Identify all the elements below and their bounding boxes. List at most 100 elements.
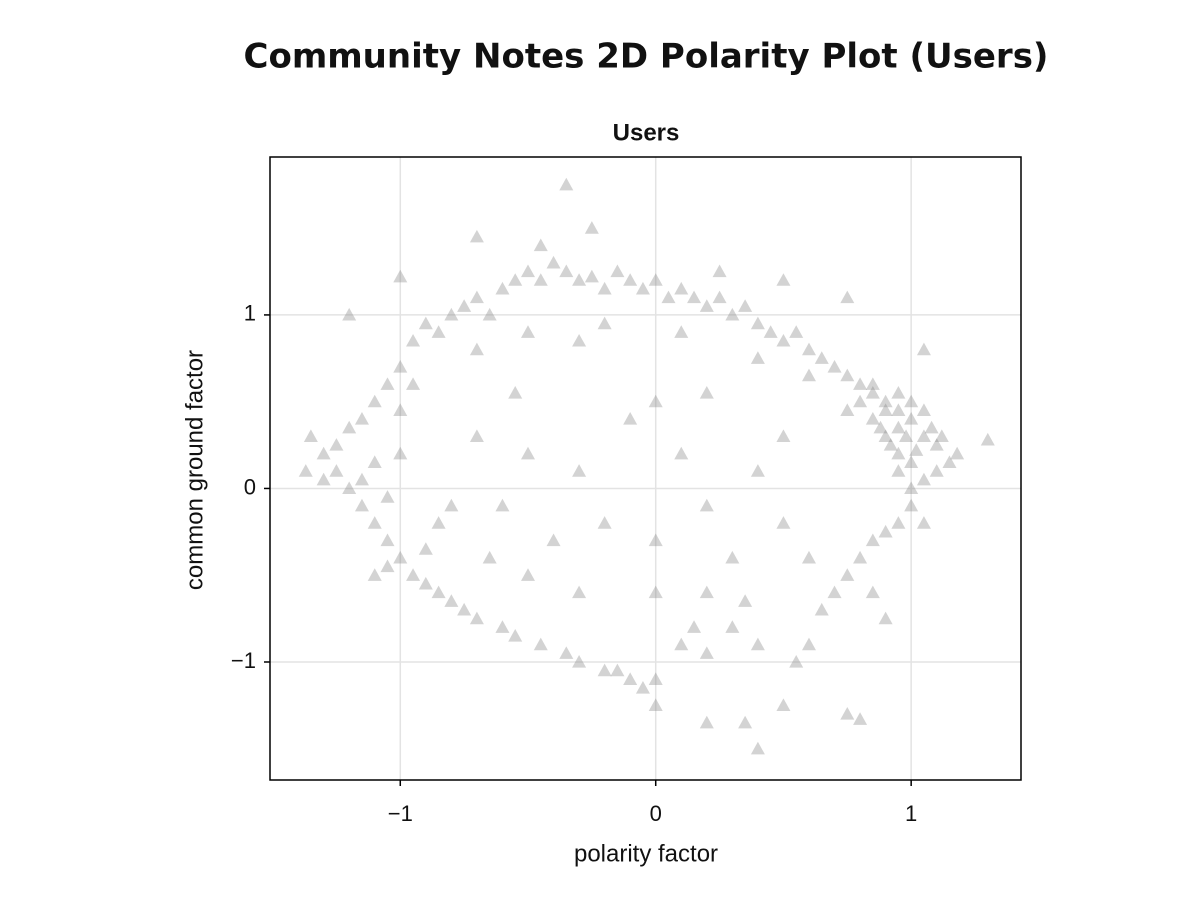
point: [380, 559, 395, 573]
point: [929, 464, 944, 477]
point: [873, 420, 888, 434]
point: [725, 307, 740, 321]
point: [572, 333, 587, 347]
point: [763, 325, 778, 338]
point: [699, 585, 714, 599]
point: [469, 229, 484, 243]
point: [801, 368, 816, 382]
point: [393, 550, 408, 564]
y-axis-label: common ground factor: [181, 350, 208, 590]
point: [916, 342, 931, 356]
point: [840, 368, 855, 382]
point: [712, 264, 727, 278]
point: [934, 429, 949, 442]
point: [776, 273, 791, 286]
point: [482, 550, 497, 564]
point: [750, 464, 765, 477]
point: [520, 446, 535, 460]
point: [789, 325, 804, 338]
point: [942, 455, 957, 469]
point: [559, 177, 574, 191]
point: [916, 403, 931, 416]
point: [840, 403, 855, 416]
point: [699, 299, 714, 312]
point: [738, 715, 753, 729]
point: [431, 585, 446, 599]
point: [750, 741, 765, 755]
point: [916, 472, 931, 486]
x-tick-label: 0: [650, 801, 662, 826]
point: [508, 386, 523, 399]
point: [623, 672, 638, 685]
point: [418, 542, 433, 555]
point: [354, 412, 369, 425]
point: [776, 698, 791, 711]
point: [909, 443, 924, 456]
point: [725, 620, 740, 633]
point: [878, 403, 893, 416]
y-tick-label: 0: [244, 474, 256, 499]
point: [904, 394, 919, 408]
point: [393, 403, 408, 416]
point: [801, 550, 816, 564]
point: [648, 533, 663, 547]
point: [610, 663, 625, 677]
point: [342, 307, 357, 321]
point: [904, 412, 919, 425]
point: [298, 464, 313, 477]
point: [674, 281, 689, 295]
point: [623, 273, 638, 286]
point: [865, 377, 880, 390]
point: [329, 464, 344, 477]
point: [367, 516, 382, 529]
point: [878, 394, 893, 408]
point: [316, 446, 331, 460]
point: [865, 412, 880, 425]
point: [533, 238, 548, 252]
point: [648, 394, 663, 408]
point: [929, 438, 944, 451]
point: [648, 273, 663, 286]
point: [533, 637, 548, 651]
ticks: −1 0 1 −1 0 1: [231, 301, 917, 826]
point: [904, 455, 919, 469]
point: [635, 281, 650, 295]
point: [699, 715, 714, 729]
point: [674, 325, 689, 338]
chart-title: Community Notes 2D Polarity Plot (Users): [244, 37, 1049, 77]
point: [814, 602, 829, 616]
point: [776, 429, 791, 442]
point: [546, 533, 561, 547]
point: [853, 377, 868, 390]
point: [520, 568, 535, 581]
point: [572, 464, 587, 477]
point: [865, 533, 880, 547]
point: [559, 264, 574, 278]
y-tick-label: −1: [231, 648, 256, 673]
point: [329, 438, 344, 451]
point: [891, 403, 906, 416]
point: [827, 359, 842, 373]
point: [950, 446, 965, 460]
point: [891, 446, 906, 460]
point: [584, 221, 599, 234]
point: [444, 498, 459, 512]
point: [661, 290, 676, 304]
point: [674, 446, 689, 460]
point: [840, 568, 855, 581]
point: [891, 516, 906, 529]
point: [980, 432, 995, 446]
point: [431, 516, 446, 529]
point: [878, 429, 893, 442]
x-axis-label: polarity factor: [574, 840, 718, 867]
point: [738, 299, 753, 312]
point: [865, 386, 880, 399]
points: [298, 177, 995, 755]
point: [699, 646, 714, 659]
point: [508, 628, 523, 642]
point: [597, 316, 612, 330]
point: [367, 455, 382, 469]
point: [457, 602, 472, 616]
point: [431, 325, 446, 338]
